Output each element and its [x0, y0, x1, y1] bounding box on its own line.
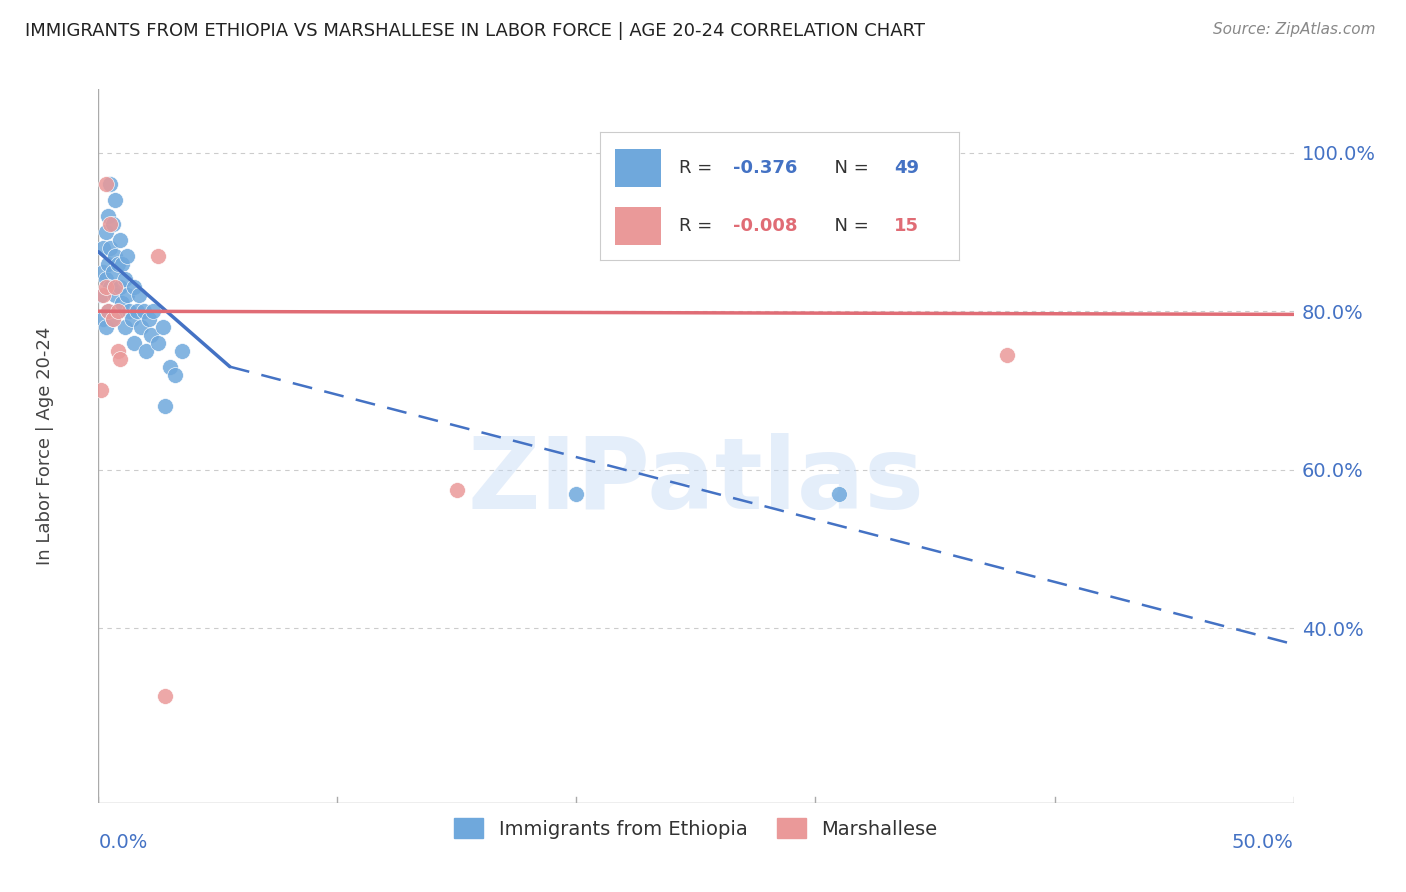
- Legend: Immigrants from Ethiopia, Marshallese: Immigrants from Ethiopia, Marshallese: [447, 811, 945, 847]
- Point: [91, 288, 114, 302]
- Point: [114, 272, 136, 286]
- Point: [172, 343, 194, 358]
- Point: [108, 351, 131, 366]
- Point: [125, 304, 148, 318]
- Point: [94, 272, 117, 286]
- Point: [121, 312, 143, 326]
- Point: [98, 241, 122, 255]
- Point: [446, 483, 468, 497]
- Point: [107, 304, 129, 318]
- Point: [115, 288, 138, 302]
- Point: [98, 280, 122, 294]
- Point: [124, 335, 146, 350]
- Point: [94, 178, 117, 192]
- Point: [111, 296, 134, 310]
- Point: [152, 320, 174, 334]
- Point: [90, 288, 112, 302]
- Point: [115, 249, 138, 263]
- Point: [107, 304, 129, 318]
- Point: [142, 304, 165, 318]
- Point: [101, 264, 124, 278]
- Text: ZIPatlas: ZIPatlas: [468, 434, 924, 530]
- Point: [91, 312, 114, 326]
- Text: 50.0%: 50.0%: [1232, 833, 1294, 853]
- Point: [131, 320, 153, 334]
- Point: [97, 209, 120, 223]
- Point: [107, 343, 129, 358]
- Point: [132, 304, 155, 318]
- Text: 0.0%: 0.0%: [98, 833, 148, 853]
- Point: [995, 348, 1018, 362]
- Point: [104, 280, 127, 294]
- Point: [98, 178, 122, 192]
- Point: [118, 304, 141, 318]
- Point: [101, 312, 124, 326]
- Point: [101, 312, 124, 326]
- Point: [94, 225, 117, 239]
- Point: [97, 304, 120, 318]
- Point: [138, 312, 160, 326]
- Point: [139, 328, 162, 343]
- Point: [108, 233, 131, 247]
- Point: [91, 264, 114, 278]
- Point: [91, 241, 114, 255]
- Point: [90, 384, 112, 398]
- Point: [148, 335, 170, 350]
- Point: [111, 257, 134, 271]
- Point: [163, 368, 186, 382]
- Point: [97, 257, 120, 271]
- Point: [104, 249, 127, 263]
- Point: [108, 280, 131, 294]
- Point: [828, 486, 851, 500]
- Point: [114, 320, 136, 334]
- Text: Source: ZipAtlas.com: Source: ZipAtlas.com: [1212, 22, 1375, 37]
- Point: [159, 359, 181, 374]
- Point: [124, 280, 146, 294]
- Point: [565, 486, 588, 500]
- Point: [155, 689, 177, 703]
- Point: [148, 249, 170, 263]
- Point: [155, 400, 177, 414]
- Text: In Labor Force | Age 20-24: In Labor Force | Age 20-24: [35, 326, 53, 566]
- Point: [101, 217, 124, 231]
- Point: [104, 193, 127, 207]
- Point: [97, 304, 120, 318]
- Text: IMMIGRANTS FROM ETHIOPIA VS MARSHALLESE IN LABOR FORCE | AGE 20-24 CORRELATION C: IMMIGRANTS FROM ETHIOPIA VS MARSHALLESE …: [25, 22, 925, 40]
- Point: [104, 288, 127, 302]
- Point: [128, 288, 150, 302]
- Point: [107, 257, 129, 271]
- Point: [98, 217, 122, 231]
- Point: [94, 280, 117, 294]
- Point: [135, 343, 157, 358]
- Point: [94, 320, 117, 334]
